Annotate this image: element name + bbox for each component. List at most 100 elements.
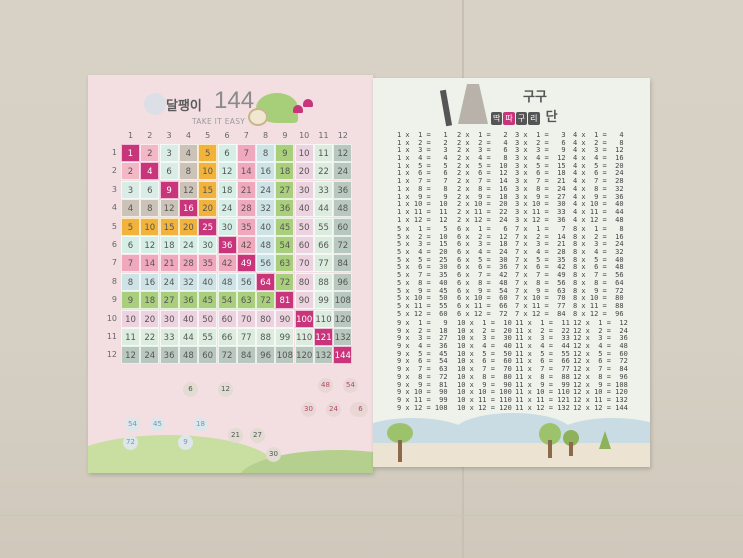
equation-line: 11 x 4 = 44 — [515, 342, 570, 351]
equation-line: 4 x 2 = 8 — [573, 138, 624, 147]
grid-cell: 40 — [256, 217, 276, 236]
equation-line: 3 x 8 = 24 — [515, 184, 566, 193]
grid-cell: 70 — [294, 254, 314, 273]
tree-icon — [387, 423, 413, 443]
grid-cell: 42 — [217, 254, 237, 273]
equation-line: 11 x 11 = 121 — [515, 395, 570, 404]
puzzle-number-node: 9 — [178, 435, 193, 450]
grid-cell: 110 — [314, 309, 333, 328]
tree-trunk — [398, 440, 402, 462]
equation-line: 2 x 6 = 12 — [457, 169, 508, 178]
equation-line: 2 x 10 = 20 — [457, 200, 508, 209]
grid-cell: 18 — [159, 236, 179, 254]
grid-cell: 72 — [333, 236, 353, 254]
equation-line: 12 x 3 = 36 — [573, 334, 628, 343]
decor-bubble — [144, 93, 166, 115]
grid-cell: 33 — [159, 328, 179, 346]
equation-line: 7 x 1 = 7 — [515, 225, 566, 233]
grid-cell: 132 — [333, 328, 353, 346]
equation-line: 5 x 4 = 20 — [397, 248, 448, 257]
grid-cell: 84 — [333, 254, 353, 273]
puzzle-number-node: 72 — [123, 435, 138, 450]
equation-line: 2 x 7 = 14 — [457, 177, 508, 186]
grid-cell: 4 — [178, 144, 198, 162]
row-header: 5 — [111, 221, 117, 231]
grid-cell: 8 — [140, 199, 160, 218]
equation-line: 9 x 5 = 45 — [397, 349, 448, 358]
equation-line: 7 x 8 = 56 — [515, 278, 566, 287]
equation-line: 5 x 2 = 10 — [397, 232, 448, 241]
grid-cell: 9 — [159, 180, 179, 199]
equation-line: 9 x 7 = 63 — [397, 365, 448, 374]
grid-cell: 27 — [275, 180, 295, 199]
snail-icon — [248, 108, 268, 126]
grid-cell: 7 — [236, 144, 256, 162]
grid-cell: 24 — [159, 272, 179, 291]
grid-cell: 32 — [256, 199, 276, 218]
grid-cell: 24 — [217, 199, 237, 218]
poster-title-number: 144 — [214, 87, 255, 114]
grid-cell: 6 — [121, 236, 140, 254]
grid-cell: 2 — [121, 162, 140, 181]
grid-cell: 54 — [217, 291, 237, 310]
equation-line: 12 x 1 = 12 — [573, 319, 628, 327]
equation-line: 11 x 10 = 110 — [515, 388, 570, 397]
grid-cell: 132 — [314, 346, 333, 365]
equation-line: 4 x 5 = 20 — [573, 161, 624, 170]
puzzle-number-node: 6 — [183, 382, 198, 397]
equation-line: 6 x 3 = 18 — [457, 240, 508, 249]
grid-cell: 10 — [198, 162, 218, 181]
equation-line: 1 x 12 = 12 — [397, 215, 448, 224]
grid-cell: 48 — [178, 346, 198, 365]
equation-line: 9 x 4 = 36 — [397, 342, 448, 351]
equation-line: 4 x 12 = 48 — [573, 215, 624, 224]
grid-cell: 48 — [333, 199, 353, 218]
equation-line: 10 x 7 = 70 — [457, 365, 512, 374]
grid-cell: 35 — [198, 254, 218, 273]
times-table-11: 11 x 1 = 11 11 x 2 = 22 11 x 3 = 33 11 x 4 … — [515, 319, 570, 412]
times-table-10: 10 x 1 = 10 10 x 2 = 20 10 x 3 = 30 10 x 4 … — [457, 319, 512, 412]
column-header: 4 — [185, 131, 191, 140]
equation-line: 5 x 7 = 35 — [397, 271, 448, 280]
column-header: 8 — [263, 131, 269, 140]
equation-line: 11 x 12 = 132 — [515, 403, 570, 412]
equation-line: 10 x 11 = 110 — [457, 395, 512, 404]
equation-line: 9 x 8 = 72 — [397, 372, 448, 381]
puzzle-number-node: 24 — [326, 402, 341, 417]
equation-line: 11 x 3 = 33 — [515, 334, 570, 343]
grid-cell: 16 — [178, 199, 198, 218]
grid-cell: 49 — [236, 254, 256, 273]
grid-cell: 8 — [121, 272, 140, 291]
equation-line: 4 x 8 = 32 — [573, 184, 624, 193]
grid-cell: 5 — [121, 217, 140, 236]
puzzle-number-node: 45 — [150, 417, 165, 432]
grid-cell: 36 — [178, 291, 198, 310]
grid-cell: 20 — [178, 217, 198, 236]
grid-cell: 110 — [294, 328, 314, 346]
tree-icon — [563, 430, 579, 446]
equation-line: 5 x 3 = 15 — [397, 240, 448, 249]
grid-cell: 56 — [256, 254, 276, 273]
equation-line: 11 x 9 = 99 — [515, 380, 570, 389]
grid-cell: 99 — [314, 291, 333, 310]
grid-cell: 12 — [121, 346, 140, 365]
grid-cell: 72 — [217, 346, 237, 365]
equation-line: 3 x 11 = 33 — [515, 207, 566, 216]
puzzle-number-node: 27 — [250, 428, 265, 443]
grid-cell: 44 — [314, 199, 333, 218]
equation-line: 2 x 8 = 16 — [457, 184, 508, 193]
equation-line: 5 x 12 = 60 — [397, 309, 448, 318]
puzzle-number-node: 30 — [301, 402, 316, 417]
equation-line: 8 x 5 = 40 — [573, 255, 624, 264]
grid-cell: 16 — [140, 272, 160, 291]
equation-line: 6 x 9 = 54 — [457, 286, 508, 295]
grid-cell: 40 — [198, 272, 218, 291]
grid-cell: 2 — [140, 144, 160, 162]
grid-cell: 4 — [121, 199, 140, 218]
equation-line: 1 x 8 = 8 — [397, 184, 448, 193]
pine-tree-icon — [599, 431, 611, 449]
